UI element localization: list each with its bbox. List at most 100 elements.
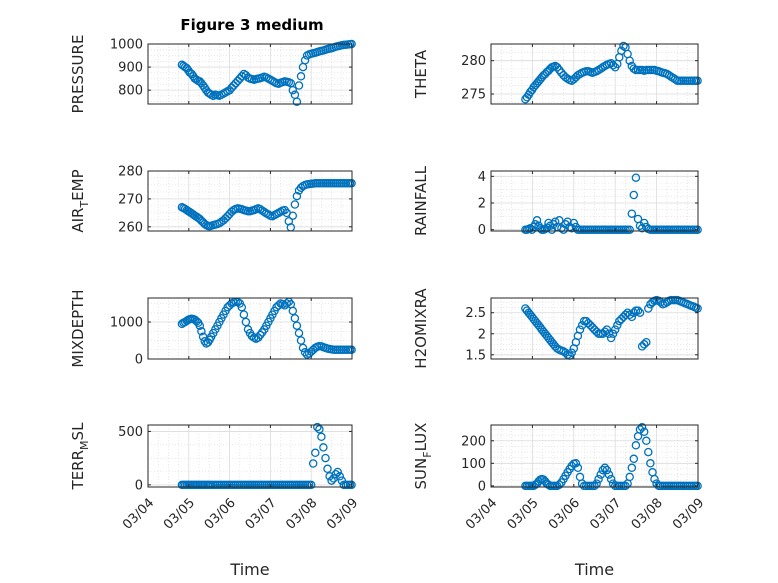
y-tick-label: 200 [461, 434, 486, 449]
data-point [648, 297, 657, 307]
data-point [288, 306, 298, 316]
y-tick-label: 0 [135, 478, 143, 493]
data-point [237, 302, 247, 312]
data-point [298, 343, 308, 353]
data-point [561, 73, 570, 82]
y-tick-label: 2.5 [465, 306, 486, 321]
subplot-theta: 275 280 THETA [412, 41, 702, 105]
data-point [274, 301, 283, 310]
data-point [563, 217, 572, 226]
data-point [608, 329, 618, 339]
data-point [621, 481, 630, 491]
data-point [594, 474, 603, 484]
x-tick-label: 03/04 [463, 496, 500, 533]
x-axis-label: Time [229, 560, 269, 579]
data-point [331, 469, 340, 479]
data-series [521, 173, 702, 234]
data-point [290, 200, 300, 209]
data-point [567, 348, 576, 357]
data-point [296, 336, 306, 345]
data-point [237, 72, 247, 81]
axes-box [490, 43, 699, 105]
y-tick-label: 1000 [110, 316, 143, 331]
data-point [625, 225, 634, 234]
data-point [288, 85, 298, 95]
data-point [555, 216, 564, 225]
y-tick-label: 0 [478, 223, 486, 238]
data-point [300, 348, 310, 357]
y-axis-label: THETA [412, 49, 430, 99]
subplot-h2omixra: 1.5 2 2.5 H2OMIXRA [412, 288, 702, 369]
data-point [637, 224, 647, 233]
data-point [532, 216, 542, 225]
data-point [590, 481, 599, 491]
y-tick-label: 100 [461, 457, 486, 472]
data-point [294, 81, 304, 90]
x-tick-label: 03/05 [505, 496, 542, 533]
subplot-mixdepth: 0 1000 MIXDEPTH [69, 289, 356, 368]
axes-box [147, 424, 353, 488]
x-tick-label: 03/07 [243, 496, 280, 533]
data-point [313, 422, 322, 432]
y-tick-label: 900 [118, 61, 143, 76]
y-tick-label: 800 [118, 84, 143, 99]
data-point [282, 299, 291, 308]
data-point [627, 463, 637, 473]
data-point [670, 75, 680, 84]
y-tick-label: 275 [461, 88, 486, 103]
subplot-rainfall: 0 2 4 RAINFALL [412, 165, 702, 238]
y-axis-label: SUNFLUX [412, 423, 434, 490]
data-point [294, 328, 304, 338]
y-tick-label: 4 [478, 170, 486, 185]
x-axis-label: Time [574, 560, 614, 579]
axes-box [490, 297, 699, 360]
data-point [639, 218, 649, 228]
data-point [613, 321, 622, 330]
data-point [323, 464, 332, 474]
data-point [195, 321, 205, 330]
data-point [197, 327, 206, 336]
data-point [635, 221, 645, 230]
data-point [575, 325, 585, 334]
data-point [627, 209, 637, 218]
data-point [606, 333, 616, 343]
data-series [177, 422, 356, 490]
data-point [629, 308, 639, 317]
data-point [290, 314, 300, 323]
data-series [521, 423, 702, 491]
data-point [606, 474, 616, 484]
y-tick-label: 270 [118, 192, 143, 207]
subplot-pressure: 800 900 1000 PRESSURE [69, 35, 356, 113]
axes-box [147, 170, 353, 232]
data-point [296, 72, 306, 81]
y-tick-label: 2 [478, 327, 486, 342]
x-tick-label: 03/05 [161, 496, 198, 533]
data-point [619, 41, 628, 51]
data-point [639, 340, 649, 349]
data-point [327, 476, 336, 485]
y-axis-label: AIRTEMP [69, 169, 91, 232]
data-point [642, 436, 651, 446]
axes-box [490, 170, 699, 232]
figure-title: Figure 3 medium [180, 16, 323, 34]
data-point [629, 454, 639, 464]
data-point [664, 71, 674, 80]
data-point [555, 480, 564, 489]
axes-box [147, 297, 353, 360]
data-point [604, 329, 614, 339]
data-point [600, 463, 610, 473]
data-point [600, 327, 610, 336]
data-point [596, 470, 605, 479]
data-point [642, 337, 651, 347]
x-tick-label: 03/06 [202, 496, 239, 533]
data-point [625, 56, 634, 65]
data-point [563, 74, 572, 83]
y-tick-label: 2 [478, 197, 486, 212]
x-tick-label: 03/06 [546, 496, 583, 533]
data-point [625, 310, 634, 320]
y-tick-label: 260 [118, 220, 143, 235]
y-tick-label: 1.5 [465, 348, 486, 363]
y-tick-label: 0 [135, 353, 143, 368]
y-tick-label: 1000 [110, 38, 143, 53]
y-tick-label: 280 [118, 165, 143, 180]
